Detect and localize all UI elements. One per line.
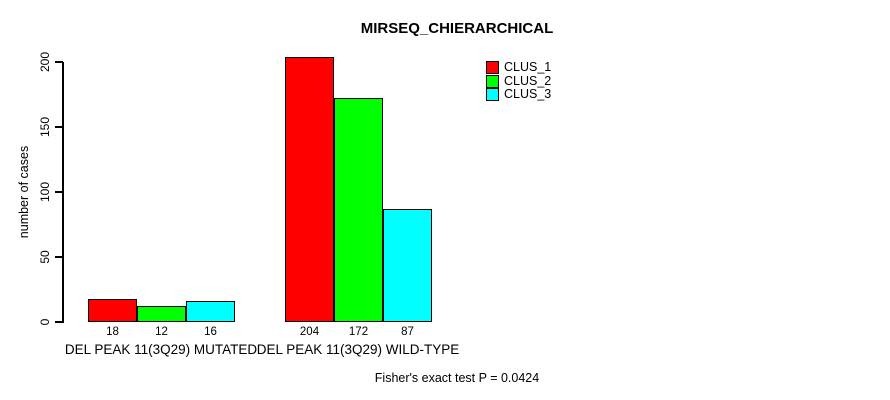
bar-value-label: 18	[106, 326, 119, 338]
y-tick	[55, 256, 63, 258]
legend-label: CLUS_3	[504, 87, 552, 102]
y-tick-label: 100	[38, 181, 52, 203]
y-tick	[55, 61, 63, 63]
y-tick	[55, 126, 63, 128]
bar-value-label: 172	[348, 326, 369, 338]
legend-swatch-clus-2	[486, 74, 499, 88]
bar-clus_1-mutated	[88, 299, 137, 322]
chart-title: MIRSEQ_CHIERARCHICAL	[360, 20, 554, 37]
x-category-label: DEL PEAK 11(3Q29) MUTATED	[64, 342, 258, 357]
y-tick-label: 200	[38, 51, 52, 73]
bar-value-label: 87	[401, 326, 414, 338]
bar-value-label: 204	[299, 326, 320, 338]
footnote-fisher-test: Fisher's exact test P = 0.0424	[374, 371, 540, 385]
bar-clus_2-wild-type	[334, 98, 383, 322]
legend-swatch-clus-3	[486, 88, 499, 102]
legend-item: CLUS_3	[486, 88, 551, 102]
legend-label: CLUS_2	[504, 73, 552, 88]
y-tick-label: 0	[38, 318, 52, 326]
y-tick-label: 50	[38, 250, 52, 264]
bar-value-label: 16	[204, 326, 217, 338]
bar-clus_3-wild-type	[383, 209, 432, 322]
legend-item: CLUS_1	[486, 61, 551, 75]
legend-label: CLUS_1	[504, 60, 552, 75]
legend-swatch-clus-1	[486, 61, 499, 75]
legend-item: CLUS_2	[486, 73, 552, 89]
bar-clus_3-mutated	[186, 301, 235, 322]
x-category-label: DEL PEAK 11(3Q29) WILD-TYPE	[256, 342, 460, 357]
y-tick	[55, 191, 63, 193]
bar-value-label: 12	[155, 326, 168, 338]
bar-clus_1-wild-type	[285, 57, 334, 322]
y-tick	[55, 321, 63, 323]
legend: CLUS_1 CLUS_2 CLUS_3	[486, 61, 551, 102]
bar-clus_2-mutated	[137, 306, 186, 322]
y-tick-label: 150	[38, 116, 52, 138]
y-axis-label: number of cases	[17, 145, 31, 239]
